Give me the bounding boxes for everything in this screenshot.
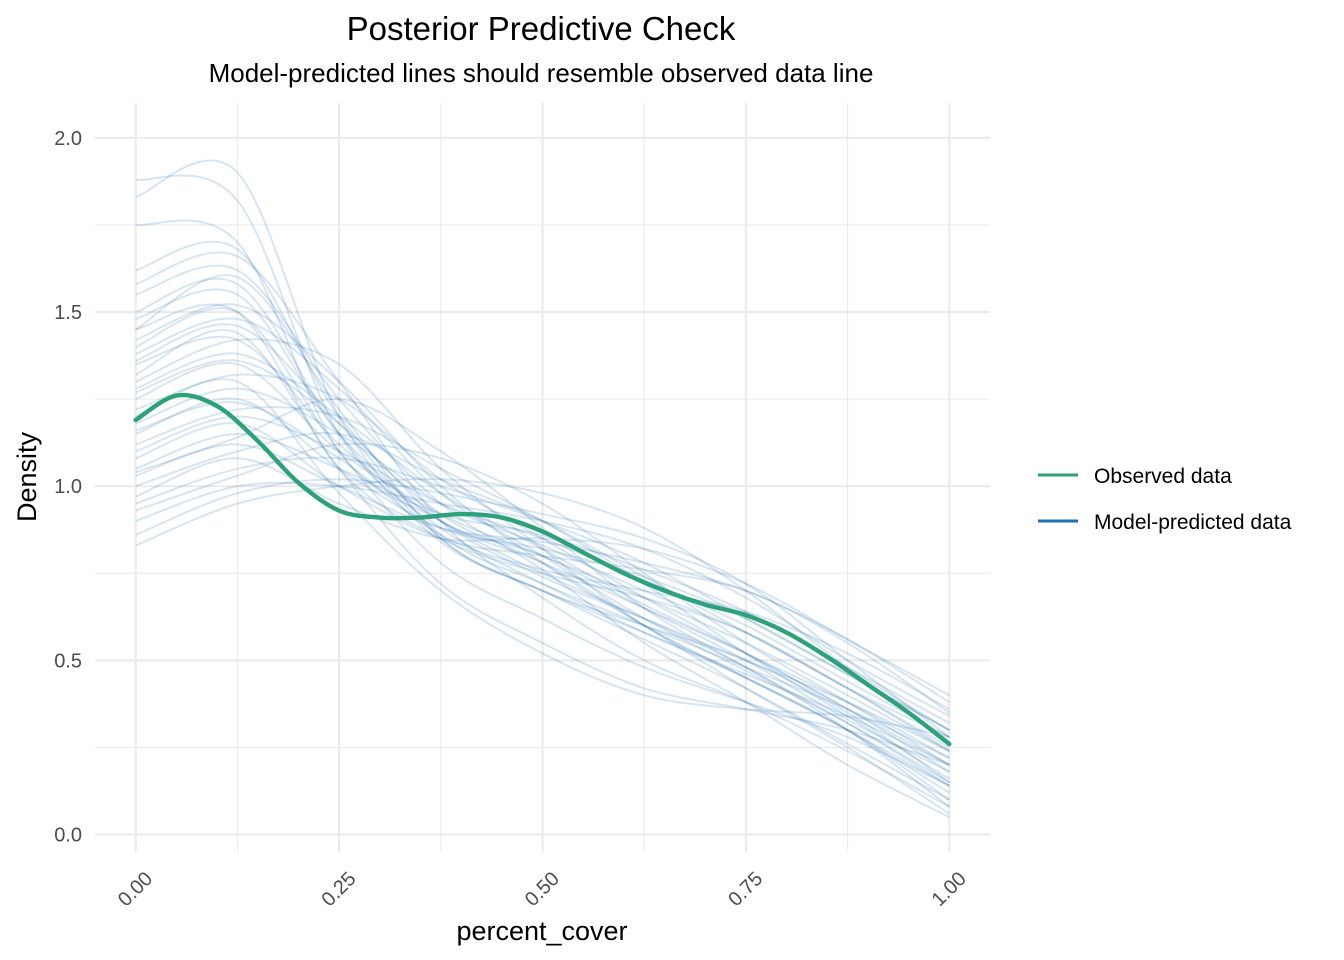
model-predicted-line xyxy=(135,174,950,801)
model-predicted-line xyxy=(135,240,950,815)
model-predicted-line xyxy=(135,317,950,784)
model-predicted-line xyxy=(135,478,950,731)
model-predicted-line xyxy=(135,288,950,773)
x-tick-label: 0.25 xyxy=(317,868,360,911)
x-tick-labels: 0.00 0.25 0.50 0.75 1.00 xyxy=(114,868,971,911)
legend-label-observed: Observed data xyxy=(1094,465,1232,488)
model-predicted-line xyxy=(135,478,950,738)
model-predicted-line xyxy=(135,378,950,739)
model-predicted-line xyxy=(135,432,950,752)
y-tick-labels: 0.0 0.5 1.0 1.5 2.0 xyxy=(54,128,82,847)
y-tick-label: 0.0 xyxy=(54,825,82,847)
model-predicted-line xyxy=(135,398,950,787)
legend: Observed data Model-predicted data xyxy=(1038,465,1292,534)
y-axis-title: Density xyxy=(12,431,42,522)
model-predicted-line xyxy=(135,397,950,731)
model-predicted-line xyxy=(135,335,950,759)
model-predicted-line xyxy=(135,303,950,749)
model-predicted-line xyxy=(135,303,950,794)
model-predicted-line xyxy=(135,251,950,808)
model-predicted-line xyxy=(135,307,950,787)
model-predicted-line xyxy=(135,415,950,738)
model-predicted-line xyxy=(135,422,950,714)
x-tick-label: 0.00 xyxy=(114,868,157,911)
x-tick-label: 0.50 xyxy=(521,868,564,911)
model-predicted-line xyxy=(135,406,950,780)
model-predicted-line xyxy=(135,219,950,808)
model-predicted-line xyxy=(135,323,950,759)
model-predicted-line xyxy=(135,359,950,752)
observed-data-line xyxy=(133,392,952,747)
model-predicted-line xyxy=(135,456,950,731)
model-predicted-line xyxy=(135,159,950,784)
model-predicted-line xyxy=(135,338,950,787)
legend-label-model-predicted: Model-predicted data xyxy=(1094,511,1292,534)
model-predicted-line xyxy=(135,481,950,718)
model-predicted-line xyxy=(135,352,950,766)
y-tick-label: 1.0 xyxy=(54,476,82,498)
model-predicted-line xyxy=(135,274,950,801)
model-predicted-line xyxy=(135,373,950,773)
model-predicted-line xyxy=(135,442,950,766)
model-predicted-line xyxy=(135,457,950,697)
chart-title: Posterior Predictive Check xyxy=(347,10,736,47)
grid-lines xyxy=(95,103,990,852)
x-tick-label: 0.75 xyxy=(724,868,767,911)
x-axis-title: percent_cover xyxy=(456,916,627,946)
model-predicted-line xyxy=(135,264,950,819)
observed-line-group xyxy=(133,392,952,747)
model-predicted-line xyxy=(135,361,950,752)
x-tick-label: 1.00 xyxy=(928,868,971,911)
y-tick-label: 1.5 xyxy=(54,302,82,324)
chart-subtitle: Model-predicted lines should resemble ob… xyxy=(209,58,874,88)
model-predicted-line xyxy=(135,277,950,766)
y-tick-label: 0.5 xyxy=(54,650,82,672)
y-tick-label: 2.0 xyxy=(54,128,82,150)
model-predicted-line xyxy=(135,329,950,766)
model-predicted-line xyxy=(135,387,950,738)
model-predicted-line xyxy=(135,401,950,711)
